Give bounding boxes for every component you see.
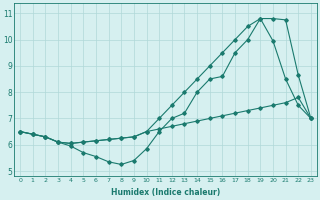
X-axis label: Humidex (Indice chaleur): Humidex (Indice chaleur) [111, 188, 220, 197]
